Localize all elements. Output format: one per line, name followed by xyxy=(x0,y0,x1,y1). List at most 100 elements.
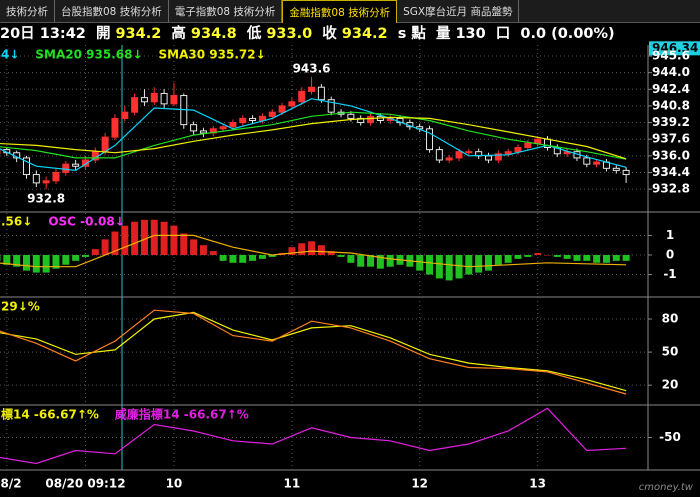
osc-bar xyxy=(308,241,316,255)
osc-bar xyxy=(160,221,168,255)
quote-value: 934.2 xyxy=(341,26,388,42)
x-tick-label: 12 xyxy=(411,477,428,491)
osc-bar xyxy=(298,243,306,255)
candle-body xyxy=(52,171,60,182)
x-tick-label: 13 xyxy=(529,477,546,491)
y-tick-label: 1 xyxy=(666,228,674,242)
candle-body xyxy=(514,147,522,153)
y-tick-label: 20 xyxy=(662,378,679,392)
osc-bar xyxy=(91,249,99,255)
osc-bar xyxy=(229,254,237,263)
osc-bar xyxy=(543,254,551,256)
candle-body xyxy=(278,105,286,113)
candle-body xyxy=(298,90,306,103)
quote-time: 20日 13:42 xyxy=(0,26,86,42)
osc-bar xyxy=(376,254,384,269)
y-tick-label: 945.6 xyxy=(652,49,690,63)
tab[interactable]: SGX摩台近月 商品盤勢 xyxy=(397,0,520,22)
x-tick-label: 11 xyxy=(284,477,301,491)
price-annotation: 932.8 xyxy=(27,192,65,206)
candle-body xyxy=(72,163,80,167)
osc-bar xyxy=(347,254,355,263)
osc-bar xyxy=(583,254,591,261)
candle-body xyxy=(583,157,591,165)
plot xyxy=(0,407,627,465)
osc-bar xyxy=(32,254,40,273)
osc-bar xyxy=(504,254,512,263)
osc-bar xyxy=(445,254,453,281)
osc-bar xyxy=(62,254,70,265)
candle-body xyxy=(327,99,335,113)
candle-body xyxy=(494,153,502,161)
candle-body xyxy=(612,167,620,171)
tab[interactable]: 台股指數08 技術分析 xyxy=(55,0,169,22)
quote-label: 量 xyxy=(435,26,451,42)
legend-entry: .56↓ xyxy=(1,215,32,229)
candle-body xyxy=(150,92,158,103)
osc-bar xyxy=(101,239,109,255)
candle-body xyxy=(317,86,325,101)
candle-body xyxy=(622,169,630,176)
tab[interactable]: 技術分析 xyxy=(0,0,55,22)
candle-body xyxy=(62,163,70,173)
series-line xyxy=(0,111,627,160)
candle-body xyxy=(504,151,512,155)
osc-bar xyxy=(140,219,148,255)
y-tick-label: -1 xyxy=(663,267,676,281)
candle-body xyxy=(101,136,109,153)
quote-value: 933.0 xyxy=(266,26,313,42)
series-line xyxy=(0,309,627,395)
candle-body xyxy=(593,161,601,165)
osc-bar xyxy=(494,254,502,265)
y-tick-label: 937.6 xyxy=(652,132,690,146)
candle-body xyxy=(229,122,237,128)
candle-body xyxy=(465,151,473,154)
quote-label: 收 xyxy=(322,26,337,42)
series-line xyxy=(0,234,627,268)
quote-value: 934.2 xyxy=(115,26,162,42)
tab[interactable]: 金融指數08 技術分析 xyxy=(282,0,398,23)
osc-bar xyxy=(367,254,375,267)
candle-body xyxy=(524,142,532,149)
osc-bar xyxy=(337,254,345,257)
osc-bar xyxy=(219,254,227,261)
osc-bar xyxy=(386,254,394,267)
y-tick-label: 940.8 xyxy=(652,98,690,112)
candle-body xyxy=(42,180,50,184)
osc-bar xyxy=(170,225,178,255)
osc-bar xyxy=(435,254,443,279)
osc-bar xyxy=(426,254,434,275)
y-tick-label: 50 xyxy=(662,345,679,359)
series-line xyxy=(0,311,627,392)
osc-bar xyxy=(622,254,630,261)
osc-bar xyxy=(514,254,522,259)
osc-bar xyxy=(13,254,21,267)
quote-label: 開 xyxy=(95,26,111,42)
y-tick-label: 0 xyxy=(666,247,674,261)
osc-bar xyxy=(121,225,129,255)
x-tick-label: 08/2 xyxy=(0,477,22,491)
quote-label: 低 xyxy=(246,26,262,42)
osc-bar xyxy=(268,254,276,257)
y-tick-label: 939.2 xyxy=(652,115,690,129)
quote-unit: s 點 xyxy=(397,26,426,42)
y-tick-label: 934.4 xyxy=(652,165,690,179)
candle-body xyxy=(288,101,296,107)
osc-bar xyxy=(190,239,198,255)
osc-bar xyxy=(81,254,89,257)
y-tick-label: 944.0 xyxy=(652,65,690,79)
candle-body xyxy=(249,117,257,121)
plot xyxy=(0,76,630,190)
legend-entry: SMA20 935.68↓ xyxy=(35,48,142,62)
osc-bar xyxy=(3,254,11,265)
osc-bar xyxy=(455,254,463,279)
tab[interactable]: 電子指數08 技術分析 xyxy=(169,0,283,22)
y-tick-label: 936.0 xyxy=(652,148,690,162)
candle-body xyxy=(22,157,30,176)
osc-bar xyxy=(180,233,188,255)
legend-entry: 29↓% xyxy=(1,300,40,314)
osc-bar xyxy=(52,254,60,269)
osc-bar xyxy=(524,254,532,257)
